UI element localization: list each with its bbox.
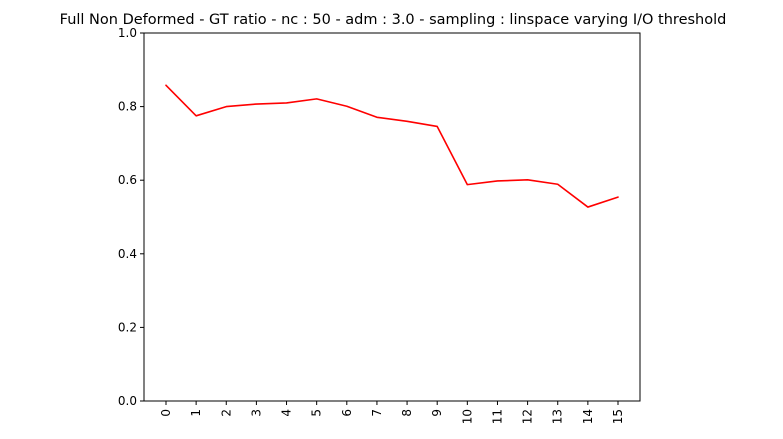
y-tick-label: 0.4 — [118, 247, 137, 261]
x-tick-label: 15 — [611, 409, 625, 424]
y-tick-label: 0.8 — [118, 100, 137, 114]
y-tick-label: 0.6 — [118, 173, 137, 187]
y-tick-label: 0.2 — [118, 320, 137, 334]
x-tick-label: 14 — [581, 409, 595, 424]
x-tick-label: 12 — [521, 409, 535, 424]
series-line — [165, 84, 619, 208]
x-tick-label: 1 — [189, 409, 203, 417]
x-tick-label: 7 — [370, 409, 384, 417]
x-tick-label: 4 — [280, 409, 294, 417]
chart-title: Full Non Deformed - GT ratio - nc : 50 -… — [60, 12, 727, 28]
x-tick-label: 8 — [400, 409, 414, 417]
plot-area: 0.00.20.40.60.81.00 1 2 3 4 5 6 7 8 9 10 11 12 13 14 15 — [118, 26, 641, 424]
x-tick-label: 9 — [430, 409, 444, 417]
y-tick-label: 1.0 — [118, 26, 137, 40]
x-tick-label: 2 — [219, 409, 233, 417]
x-tick-label: 0 — [159, 409, 173, 417]
y-tick-label: 0.0 — [118, 394, 137, 408]
x-tick-label: 10 — [460, 409, 474, 424]
x-tick-label: 5 — [310, 409, 324, 417]
x-tick-label: 13 — [551, 409, 565, 424]
axes-frame — [143, 32, 641, 402]
x-tick-label: 3 — [249, 409, 263, 417]
x-tick-label: 11 — [490, 409, 504, 424]
x-tick-label: 6 — [340, 409, 354, 417]
